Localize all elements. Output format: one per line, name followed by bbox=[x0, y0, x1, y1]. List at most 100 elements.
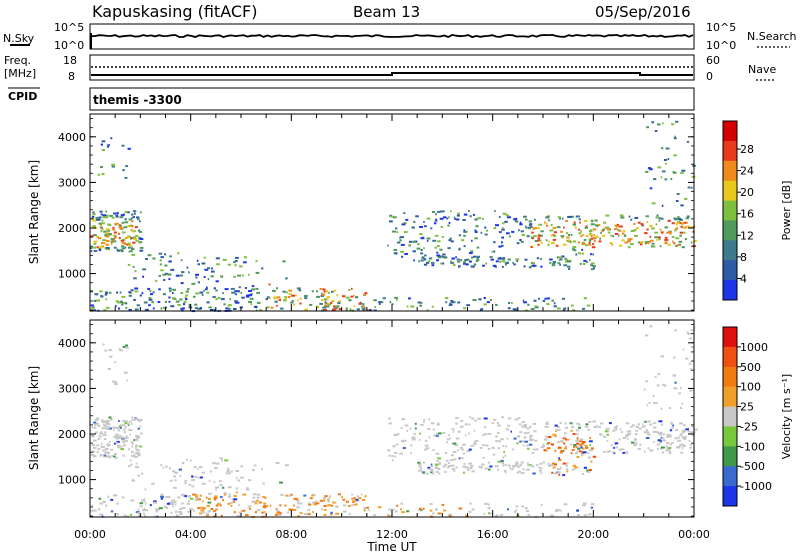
range-time-cell bbox=[358, 497, 362, 500]
range-time-cell bbox=[550, 514, 554, 517]
range-time-cell bbox=[434, 234, 439, 237]
range-time-cell bbox=[671, 236, 675, 239]
range-time-cell bbox=[555, 510, 559, 513]
range-time-cell bbox=[495, 435, 498, 438]
range-time-cell bbox=[132, 236, 137, 239]
range-time-cell bbox=[536, 257, 540, 260]
range-time-cell bbox=[600, 422, 604, 425]
range-time-cell bbox=[207, 492, 212, 495]
range-time-cell bbox=[586, 470, 591, 473]
range-time-cell bbox=[418, 469, 422, 472]
range-time-cell bbox=[527, 447, 530, 450]
range-time-cell bbox=[530, 236, 533, 239]
range-time-cell bbox=[551, 264, 556, 267]
range-time-cell bbox=[227, 502, 231, 505]
range-time-cell bbox=[588, 420, 590, 423]
range-time-cell bbox=[486, 301, 490, 304]
range-time-cell bbox=[545, 216, 550, 219]
range-time-cell bbox=[160, 497, 164, 500]
range-time-cell bbox=[229, 298, 232, 301]
range-time-cell bbox=[113, 455, 116, 458]
range-time-cell bbox=[134, 287, 139, 290]
range-time-cell bbox=[115, 437, 120, 440]
range-time-cell bbox=[369, 309, 372, 311]
range-time-cell bbox=[348, 299, 352, 302]
range-time-cell bbox=[566, 462, 569, 465]
range-time-cell bbox=[549, 261, 552, 264]
range-time-cell bbox=[644, 420, 647, 423]
range-time-cell bbox=[483, 297, 486, 299]
range-time-cell bbox=[426, 217, 431, 220]
range-time-cell bbox=[127, 448, 131, 451]
range-time-cell bbox=[515, 505, 519, 508]
range-time-cell bbox=[400, 440, 405, 443]
range-time-cell bbox=[127, 465, 131, 468]
range-time-cell bbox=[143, 507, 146, 510]
range-time-cell bbox=[549, 258, 553, 261]
range-time-cell bbox=[373, 514, 376, 516]
range-time-cell bbox=[455, 256, 457, 259]
range-time-cell bbox=[124, 211, 128, 214]
range-time-cell bbox=[615, 428, 618, 431]
range-time-cell bbox=[173, 475, 177, 478]
range-time-cell bbox=[399, 239, 402, 242]
range-time-cell bbox=[134, 452, 137, 455]
range-time-cell bbox=[502, 212, 507, 215]
range-time-cell bbox=[104, 431, 107, 434]
range-time-cell bbox=[105, 235, 110, 238]
range-time-cell bbox=[234, 264, 237, 267]
range-time-cell bbox=[596, 225, 599, 228]
range-time-cell bbox=[469, 502, 472, 505]
range-time-cell bbox=[159, 263, 162, 266]
range-time-cell bbox=[649, 239, 654, 242]
range-time-cell bbox=[684, 221, 686, 224]
range-time-cell bbox=[589, 259, 591, 262]
range-time-cell bbox=[92, 246, 96, 249]
range-time-cell bbox=[128, 420, 132, 423]
range-time-cell bbox=[609, 422, 612, 425]
range-time-cell bbox=[124, 422, 128, 424]
range-time-cell bbox=[455, 417, 459, 419]
range-time-cell bbox=[382, 297, 386, 300]
range-time-cell bbox=[480, 466, 483, 469]
range-time-cell bbox=[345, 500, 349, 503]
range-time-cell bbox=[138, 229, 141, 232]
range-time-cell bbox=[158, 274, 162, 277]
range-time-cell bbox=[215, 298, 218, 301]
range-time-cell bbox=[236, 514, 241, 517]
range-time-cell bbox=[564, 422, 567, 425]
range-time-cell bbox=[361, 303, 365, 306]
range-time-cell bbox=[92, 211, 95, 214]
range-time-cell bbox=[659, 440, 663, 443]
range-time-cell bbox=[425, 439, 428, 442]
range-time-cell bbox=[559, 217, 561, 220]
range-time-cell bbox=[420, 467, 422, 470]
range-time-cell bbox=[604, 226, 608, 229]
range-time-cell bbox=[169, 479, 173, 482]
range-time-cell bbox=[576, 442, 580, 445]
range-time-cell bbox=[249, 297, 254, 300]
range-time-cell bbox=[484, 503, 489, 505]
range-time-cell bbox=[672, 374, 676, 377]
range-time-cell bbox=[194, 475, 197, 478]
range-time-cell bbox=[374, 306, 376, 308]
range-time-cell bbox=[513, 437, 517, 440]
range-time-cell bbox=[542, 443, 545, 446]
range-time-cell bbox=[485, 229, 488, 232]
range-time-cell bbox=[165, 465, 168, 468]
range-time-cell bbox=[487, 461, 490, 464]
range-time-cell bbox=[423, 472, 425, 475]
colorbar-tick-label: 100 bbox=[740, 381, 761, 394]
range-time-cell bbox=[511, 468, 514, 471]
range-time-cell bbox=[124, 440, 129, 443]
range-time-cell bbox=[225, 472, 230, 475]
range-time-cell bbox=[242, 274, 244, 277]
range-time-cell bbox=[107, 445, 109, 447]
range-time-cell bbox=[230, 505, 233, 507]
range-time-cell bbox=[311, 494, 316, 497]
range-time-cell bbox=[504, 220, 508, 223]
range-time-cell bbox=[227, 495, 232, 498]
range-time-cell bbox=[410, 444, 413, 447]
range-time-cell bbox=[299, 297, 302, 300]
range-time-cell bbox=[664, 239, 669, 241]
